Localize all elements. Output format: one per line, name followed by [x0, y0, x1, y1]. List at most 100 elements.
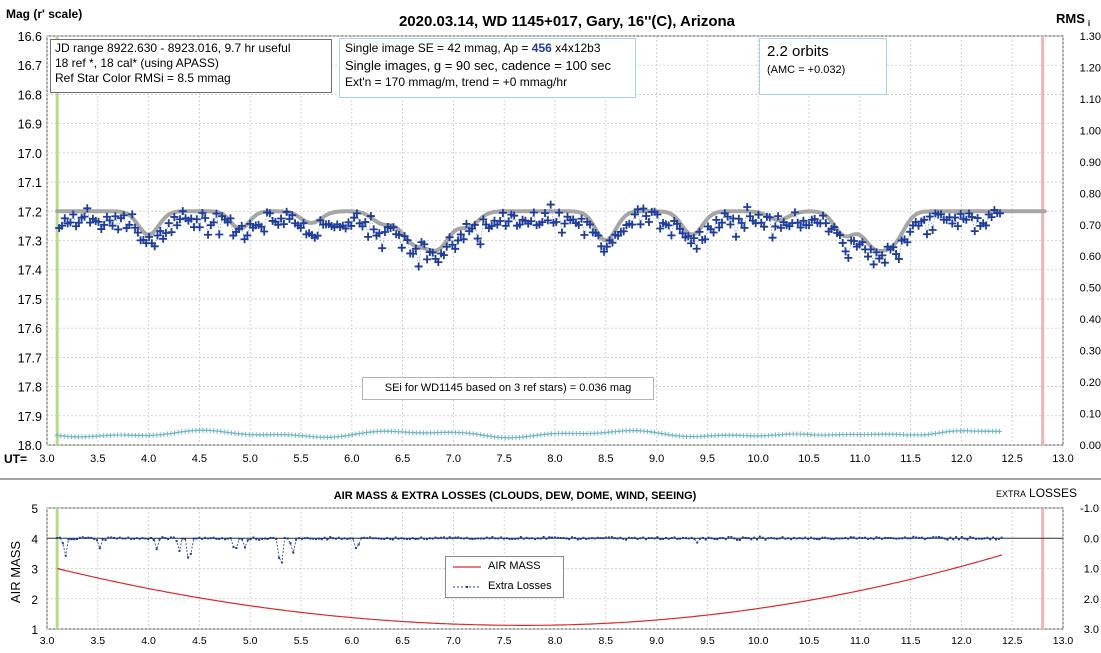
extra-losses-point: [394, 536, 397, 539]
extra-losses-point: [431, 537, 434, 540]
extra-losses-point: [955, 536, 958, 539]
rms-point: [936, 430, 942, 436]
bottom-end-marker: [1041, 508, 1045, 629]
extra-losses-point: [810, 536, 813, 539]
extra-losses-point: [226, 537, 229, 540]
extra-losses-point: [443, 536, 446, 539]
extra-losses-point: [858, 536, 861, 539]
extra-losses-point: [528, 537, 531, 540]
extra-losses-point: [437, 537, 440, 540]
extra-losses-point: [633, 536, 636, 539]
single-image-point: [765, 213, 774, 222]
bottom-x-tick-label: 5.0: [243, 635, 258, 647]
extra-losses-point: [144, 537, 147, 540]
single-image-point: [903, 238, 912, 247]
single-image-point: [352, 209, 361, 218]
single-image-point: [675, 224, 684, 233]
single-image-point: [403, 236, 412, 245]
extra-losses-point: [334, 537, 337, 540]
extra-losses-point: [912, 535, 915, 538]
single-image-point: [409, 249, 418, 258]
extra-losses-point: [215, 537, 218, 540]
extra-losses-point: [736, 538, 739, 541]
bottom-y-tick-label: 2: [31, 593, 38, 607]
rms-point: [666, 432, 672, 438]
extra-losses-point: [280, 561, 283, 564]
extra-losses-point: [531, 537, 534, 540]
extra-losses-point: [61, 542, 64, 545]
single-image-point: [608, 238, 617, 247]
extra-losses-point: [204, 536, 207, 539]
single-image-point: [819, 211, 828, 220]
extra-losses-point: [391, 538, 394, 541]
top-y-tick-label: 17.0: [18, 147, 42, 161]
extra-losses-point: [323, 536, 326, 539]
single-image-point: [639, 204, 648, 213]
bottom-x-tick-label: 8.5: [598, 635, 613, 647]
extra-losses-point: [949, 536, 952, 539]
extra-losses-point: [906, 537, 909, 540]
extra-losses-point: [682, 536, 685, 539]
top-x-tick-label: 8.5: [598, 453, 613, 465]
extra-losses-point: [283, 536, 286, 539]
extra-losses-point: [539, 537, 542, 540]
top-x-tick-label: 7.5: [497, 453, 512, 465]
single-image-point: [821, 219, 830, 228]
extra-losses-point: [98, 547, 101, 550]
rms-point: [648, 429, 654, 435]
single-image-point: [260, 227, 269, 236]
top-y2-tick-label: 1.30: [1080, 31, 1101, 43]
extra-losses-point: [502, 537, 505, 540]
extra-losses-point: [855, 537, 858, 540]
extra-losses-point: [898, 537, 901, 540]
single-image-point: [156, 227, 165, 235]
extra-losses-point: [812, 537, 815, 540]
extra-losses-point: [73, 538, 76, 541]
single-image-point: [498, 208, 507, 217]
extra-losses-point: [164, 537, 167, 540]
extra-losses-point: [724, 538, 727, 541]
single-image-point: [760, 222, 769, 231]
extra-losses-point: [457, 536, 460, 539]
extra-losses-point: [474, 537, 477, 540]
extra-losses-point: [542, 536, 545, 539]
extra-losses-point: [738, 538, 741, 541]
top-y2-tick-label: 0.40: [1080, 314, 1101, 326]
single-image-point: [925, 212, 934, 221]
bottom-x-tick-label: 9.0: [649, 635, 664, 647]
extra-losses-point: [374, 537, 377, 540]
extra-losses-point: [505, 537, 508, 540]
info-cadence: Single images, g = 90 sec, cadence = 100…: [345, 58, 611, 73]
extra-losses-point: [317, 537, 320, 540]
extra-losses-point: [107, 536, 110, 539]
legend-losses-marker: [466, 586, 468, 588]
extra-losses-point: [718, 537, 721, 540]
single-image-point: [737, 219, 746, 228]
single-image-point: [636, 220, 645, 229]
top-y2-tick-label: 0.80: [1080, 188, 1101, 200]
top-x-tick-label: 4.0: [141, 453, 156, 465]
extra-losses-point: [733, 537, 736, 540]
single-image-point: [164, 219, 173, 228]
single-image-point: [316, 216, 325, 225]
extra-losses-point: [161, 536, 164, 539]
top-y-tick-label: 17.2: [18, 205, 42, 219]
extra-losses-point: [599, 537, 602, 540]
rms-point: [477, 432, 483, 438]
extra-losses-point: [397, 537, 400, 540]
top-x-tick-label: 5.5: [293, 453, 308, 465]
extra-losses-point: [497, 537, 500, 540]
extra-losses-point: [249, 538, 252, 541]
extra-losses-point: [514, 537, 517, 540]
single-image-point: [630, 210, 639, 219]
info-box-imaging: Single image SE = 42 mmag, Ap = 456 x4x1…: [339, 38, 636, 98]
bottom-y2-tick-label: 0.0: [1084, 533, 1099, 545]
single-image-point: [689, 234, 698, 243]
extra-losses-point: [696, 541, 699, 544]
extra-losses-point: [844, 536, 847, 539]
rms-point: [659, 431, 665, 437]
extra-losses-point: [172, 536, 175, 539]
extra-losses-point: [687, 537, 690, 540]
extra-losses-point: [198, 536, 201, 539]
extra-losses-point: [152, 538, 155, 541]
